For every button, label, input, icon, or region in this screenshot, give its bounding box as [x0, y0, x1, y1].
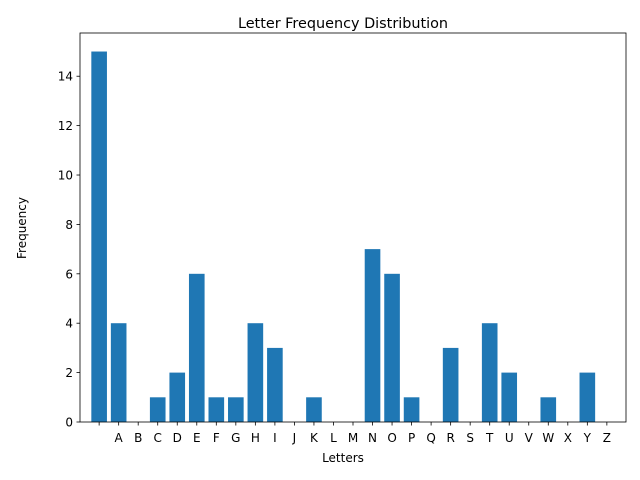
- bar-H: [247, 323, 264, 422]
- x-tick-label: K: [310, 431, 319, 445]
- y-axis-label: Frequency: [15, 197, 29, 259]
- bars-group: [91, 51, 596, 423]
- x-axis-label: Letters: [322, 451, 364, 465]
- y-tick-label: 10: [58, 169, 73, 183]
- y-tick-label: 4: [65, 317, 73, 331]
- y-tick-label: 2: [65, 366, 73, 380]
- x-tick-label: P: [408, 431, 415, 445]
- bar-R: [442, 347, 459, 422]
- x-tick-label: V: [525, 431, 534, 445]
- y-tick-label: 0: [65, 416, 73, 430]
- x-tick-label: H: [251, 431, 260, 445]
- bar-K: [306, 397, 322, 422]
- bar-I: [267, 347, 283, 422]
- x-tick-label: F: [213, 431, 220, 445]
- x-tick-label: Z: [603, 431, 611, 445]
- bar-Y: [579, 372, 596, 422]
- y-axis: 0 2 4 6 8 10 12 14: [58, 70, 80, 430]
- bar-P: [403, 397, 420, 422]
- bar-O: [384, 273, 400, 422]
- x-tick-label: S: [466, 431, 474, 445]
- bar-space: [91, 51, 107, 423]
- x-tick-label: Y: [583, 431, 592, 445]
- y-tick-label: 6: [65, 267, 73, 281]
- bar-E: [188, 273, 205, 422]
- y-tick-label: 14: [58, 70, 73, 84]
- x-tick-label: C: [154, 431, 162, 445]
- x-tick-label: W: [542, 431, 554, 445]
- x-tick-label: M: [348, 431, 358, 445]
- bar-D: [169, 372, 186, 422]
- bar-A: [110, 323, 127, 422]
- x-tick-label: X: [564, 431, 572, 445]
- x-tick-label: B: [134, 431, 142, 445]
- x-tick-label: E: [193, 431, 201, 445]
- bar-N: [364, 249, 381, 422]
- y-tick-label: 8: [65, 218, 73, 232]
- bar-T: [481, 323, 498, 422]
- x-tick-label: U: [505, 431, 514, 445]
- x-tick-label: D: [173, 431, 182, 445]
- x-tick-label: R: [446, 431, 454, 445]
- x-tick-label: J: [292, 431, 297, 445]
- bar-U: [501, 372, 518, 422]
- chart-title: Letter Frequency Distribution: [238, 16, 448, 32]
- x-tick-label: O: [387, 431, 396, 445]
- bar-W: [540, 397, 557, 422]
- x-tick-label: T: [485, 431, 494, 445]
- x-tick-label: A: [115, 431, 124, 445]
- x-tick-label: L: [330, 431, 337, 445]
- x-tick-label: G: [231, 431, 240, 445]
- y-tick-label: 12: [58, 119, 73, 133]
- bar-C: [149, 397, 166, 422]
- bar-G: [228, 397, 244, 422]
- x-tick-label: N: [368, 431, 377, 445]
- x-tick-label: Q: [426, 431, 435, 445]
- bar-F: [208, 397, 225, 422]
- x-tick-label: I: [273, 431, 277, 445]
